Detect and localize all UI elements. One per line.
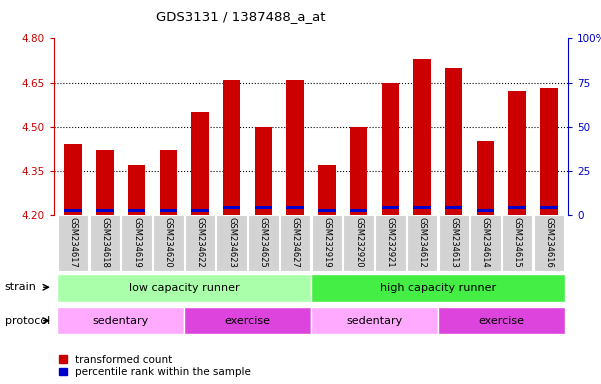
FancyBboxPatch shape <box>280 215 310 271</box>
Bar <box>477 141 494 215</box>
Text: low capacity runner: low capacity runner <box>129 283 239 293</box>
Bar <box>287 79 304 215</box>
FancyBboxPatch shape <box>58 215 88 271</box>
FancyBboxPatch shape <box>439 215 469 271</box>
Bar <box>287 206 304 209</box>
Text: GSM234613: GSM234613 <box>450 217 458 268</box>
Text: GDS3131 / 1387488_a_at: GDS3131 / 1387488_a_at <box>156 10 325 23</box>
Legend: transformed count, percentile rank within the sample: transformed count, percentile rank withi… <box>59 355 251 377</box>
FancyBboxPatch shape <box>90 215 120 271</box>
Bar <box>159 209 177 212</box>
Bar <box>191 112 209 215</box>
Bar <box>223 206 240 209</box>
Bar <box>382 83 399 215</box>
Bar <box>223 79 240 215</box>
FancyBboxPatch shape <box>248 215 279 271</box>
Text: GSM232919: GSM232919 <box>322 217 331 267</box>
Text: high capacity runner: high capacity runner <box>380 283 496 293</box>
Text: exercise: exercise <box>478 316 524 326</box>
Bar <box>477 209 494 212</box>
FancyBboxPatch shape <box>470 215 501 271</box>
Text: GSM232920: GSM232920 <box>354 217 363 267</box>
Bar <box>445 68 463 215</box>
Bar <box>255 206 272 209</box>
FancyBboxPatch shape <box>121 215 152 271</box>
Text: GSM234619: GSM234619 <box>132 217 141 268</box>
Bar <box>508 91 526 215</box>
Bar <box>64 209 82 212</box>
FancyBboxPatch shape <box>311 274 565 302</box>
Text: GSM234623: GSM234623 <box>227 217 236 268</box>
FancyBboxPatch shape <box>502 215 532 271</box>
Bar <box>350 127 367 215</box>
Bar <box>159 150 177 215</box>
FancyBboxPatch shape <box>407 215 438 271</box>
Text: GSM234620: GSM234620 <box>164 217 172 268</box>
Bar <box>540 88 558 215</box>
Text: exercise: exercise <box>225 316 270 326</box>
Bar <box>382 206 399 209</box>
Text: protocol: protocol <box>5 316 50 326</box>
Text: GSM232921: GSM232921 <box>386 217 395 267</box>
Bar <box>540 206 558 209</box>
Text: GSM234614: GSM234614 <box>481 217 490 268</box>
Text: GSM234612: GSM234612 <box>418 217 427 268</box>
Bar <box>445 206 463 209</box>
Text: GSM234616: GSM234616 <box>545 217 554 268</box>
Bar <box>413 59 431 215</box>
Bar <box>96 150 114 215</box>
Bar <box>350 209 367 212</box>
FancyBboxPatch shape <box>184 307 311 334</box>
Bar <box>318 209 335 212</box>
Bar <box>128 165 145 215</box>
Bar <box>64 144 82 215</box>
FancyBboxPatch shape <box>375 215 406 271</box>
FancyBboxPatch shape <box>312 215 342 271</box>
Text: GSM234615: GSM234615 <box>513 217 522 268</box>
Text: GSM234617: GSM234617 <box>69 217 78 268</box>
Text: sedentary: sedentary <box>93 316 149 326</box>
FancyBboxPatch shape <box>57 274 311 302</box>
Text: strain: strain <box>5 282 37 292</box>
FancyBboxPatch shape <box>311 307 438 334</box>
FancyBboxPatch shape <box>534 215 564 271</box>
Bar <box>508 206 526 209</box>
Bar <box>318 165 335 215</box>
Bar <box>255 127 272 215</box>
Bar <box>413 206 431 209</box>
FancyBboxPatch shape <box>57 307 184 334</box>
Bar <box>191 209 209 212</box>
Text: GSM234622: GSM234622 <box>195 217 204 268</box>
Text: GSM234625: GSM234625 <box>259 217 268 268</box>
Text: GSM234627: GSM234627 <box>291 217 300 268</box>
Bar <box>96 209 114 212</box>
Bar <box>128 209 145 212</box>
Text: GSM234618: GSM234618 <box>100 217 109 268</box>
FancyBboxPatch shape <box>153 215 183 271</box>
Text: sedentary: sedentary <box>346 316 403 326</box>
FancyBboxPatch shape <box>438 307 565 334</box>
FancyBboxPatch shape <box>343 215 374 271</box>
FancyBboxPatch shape <box>216 215 247 271</box>
FancyBboxPatch shape <box>185 215 215 271</box>
